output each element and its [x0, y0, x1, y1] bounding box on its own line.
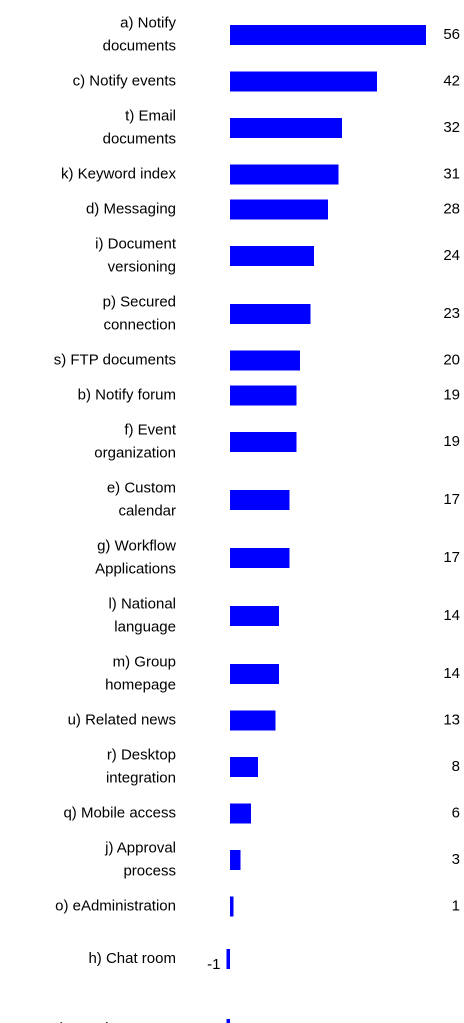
category-line: q) Mobile access [63, 804, 176, 821]
value-label: -1 [207, 956, 220, 973]
value-label: 28 [443, 200, 460, 217]
category-line: calendar [118, 502, 176, 519]
value-label: 14 [443, 607, 460, 624]
category-label: p) Secured connection [103, 293, 176, 333]
bar [230, 25, 426, 45]
bar [230, 710, 276, 731]
bar [226, 949, 230, 969]
category-label: q) Mobile access [63, 804, 176, 821]
value-label: 17 [443, 549, 460, 566]
category-label: c) Notify events [73, 72, 176, 89]
category-label: r) Desktop integration [106, 746, 176, 786]
bar [230, 304, 311, 324]
category-line: organization [94, 444, 176, 461]
category-line: p) Secured [103, 293, 176, 310]
category-line: i) Document [95, 235, 177, 252]
category-line: homepage [105, 676, 176, 693]
bar [230, 664, 279, 684]
value-label: 19 [443, 386, 460, 403]
category-line: b) Notify forum [78, 386, 176, 403]
category-line: k) Keyword index [61, 165, 177, 182]
category-label: l) National language [108, 595, 176, 635]
category-label: s) FTP documents [54, 351, 176, 368]
category-line: t) Email [125, 107, 176, 124]
value-label: 32 [443, 119, 460, 136]
category-label: t) Email documents [103, 107, 176, 147]
value-label: 24 [443, 247, 460, 264]
category-label: e) Custom calendar [107, 479, 176, 519]
bar [230, 490, 290, 510]
category-line: e) Custom [107, 479, 176, 496]
category-line: a) Notify [120, 14, 176, 31]
category-line: Applications [95, 560, 176, 577]
value-label: 56 [443, 26, 460, 43]
bar [230, 432, 297, 452]
category-line: s) FTP documents [54, 351, 176, 368]
category-label: b) Notify forum [78, 386, 176, 403]
category-label: n) User homepage [52, 1020, 176, 1023]
category-label: m) Group homepage [105, 653, 176, 693]
category-line: versioning [108, 258, 176, 275]
category-line: l) National [108, 595, 176, 612]
bar [230, 385, 297, 406]
category-line: documents [103, 130, 176, 147]
category-line: j) Approval [104, 839, 176, 856]
value-label: 6 [452, 804, 460, 821]
bar [230, 350, 300, 371]
category-label: u) Related news [68, 711, 176, 728]
value-label: 23 [443, 305, 460, 322]
category-line: m) Group [113, 653, 176, 670]
category-line: d) Messaging [86, 200, 176, 217]
category-line: language [114, 618, 176, 635]
value-label: 31 [443, 165, 460, 182]
bar [230, 71, 377, 92]
bar [230, 164, 339, 185]
category-line: integration [106, 769, 176, 786]
category-line: u) Related news [68, 711, 176, 728]
category-label: g) Workflow Applications [95, 537, 176, 577]
category-line: f) Event [124, 421, 177, 438]
value-label: 14 [443, 665, 460, 682]
category-line: process [123, 862, 176, 879]
category-label: i) Document versioning [95, 235, 177, 275]
category-line: documents [103, 37, 176, 54]
category-line: c) Notify events [73, 72, 176, 89]
value-label: 1 [452, 897, 460, 914]
value-label: 8 [452, 758, 460, 775]
value-label: 42 [443, 72, 460, 89]
bar [230, 757, 258, 777]
bar [230, 548, 290, 568]
category-line: o) eAdministration [55, 897, 176, 914]
bar [230, 118, 342, 138]
bar [230, 246, 314, 266]
category-line: r) Desktop [107, 746, 176, 763]
category-label: o) eAdministration [55, 897, 176, 914]
bar [226, 1019, 230, 1023]
category-line: connection [103, 316, 176, 333]
category-label: f) Event organization [94, 421, 177, 461]
value-label: 19 [443, 433, 460, 450]
bar [230, 896, 234, 917]
category-label: d) Messaging [86, 200, 176, 217]
category-line: n) User homepage [52, 1020, 176, 1023]
value-label: 3 [452, 851, 460, 868]
category-label: j) Approval process [104, 839, 176, 879]
value-label: 17 [443, 491, 460, 508]
category-line: g) Workflow [97, 537, 176, 554]
bar [230, 199, 328, 220]
category-label: a) Notify documents [103, 14, 177, 54]
category-line: h) Chat room [88, 950, 176, 967]
value-label: 13 [443, 711, 460, 728]
bar [230, 606, 279, 626]
bar [230, 803, 251, 824]
value-label: 20 [443, 351, 460, 368]
category-label: h) Chat room [88, 950, 176, 967]
bar [230, 850, 241, 870]
category-label: k) Keyword index [61, 165, 177, 182]
